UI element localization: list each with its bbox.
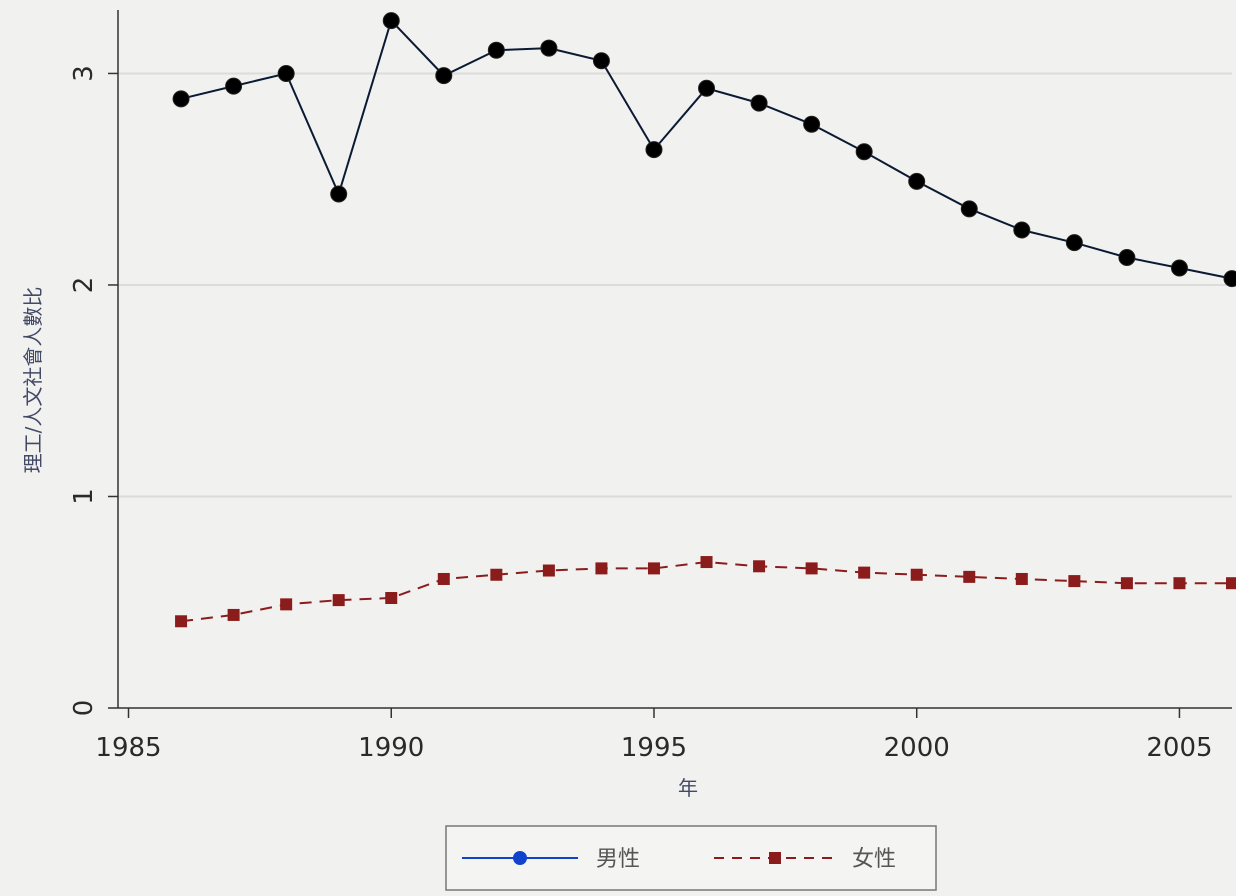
data-point-male	[960, 200, 978, 218]
data-point-male	[1223, 270, 1236, 288]
legend-marker-female	[769, 852, 781, 864]
data-point-female	[385, 592, 398, 605]
data-point-male	[435, 67, 453, 85]
data-point-female	[753, 560, 766, 573]
data-point-male	[277, 64, 295, 82]
data-point-male	[1013, 221, 1031, 239]
legend-marker-male	[513, 851, 527, 865]
data-point-female	[805, 562, 818, 575]
x-tick-label: 2005	[1146, 733, 1212, 763]
data-point-female	[595, 562, 608, 575]
data-point-female	[542, 564, 555, 577]
data-point-female	[227, 608, 240, 621]
x-tick-label: 1985	[95, 733, 161, 763]
data-point-female	[280, 598, 293, 611]
data-point-male	[855, 143, 873, 161]
data-point-female	[858, 566, 871, 579]
x-tick-label: 1995	[621, 733, 687, 763]
data-point-female	[1226, 577, 1236, 590]
y-axis-title: 理工/人文社會人數比	[21, 287, 45, 474]
data-point-male	[225, 77, 243, 95]
data-point-female	[647, 562, 660, 575]
data-point-female	[963, 570, 976, 583]
legend-label-female: 女性	[852, 847, 896, 872]
x-tick-label: 1990	[358, 733, 424, 763]
data-point-female	[910, 568, 923, 581]
data-point-male	[1065, 234, 1083, 252]
data-point-male	[330, 185, 348, 203]
data-point-male	[172, 90, 190, 108]
data-point-male	[803, 115, 821, 133]
legend: 男性 女性	[445, 825, 937, 891]
x-tick-label: 2000	[884, 733, 950, 763]
x-axis-title: 年	[678, 776, 698, 800]
y-tick-label: 3	[69, 65, 99, 82]
data-point-male	[487, 41, 505, 59]
data-point-male	[1118, 248, 1136, 266]
data-point-female	[1120, 577, 1133, 590]
data-point-female	[332, 594, 345, 607]
data-point-male	[1170, 259, 1188, 277]
data-point-male	[645, 141, 663, 159]
data-point-male	[908, 172, 926, 190]
legend-label-male: 男性	[596, 847, 640, 872]
data-point-female	[437, 572, 450, 585]
y-tick-label: 0	[69, 700, 99, 717]
y-tick-label: 1	[69, 488, 99, 505]
data-point-male	[540, 39, 558, 57]
data-point-female	[700, 556, 713, 569]
data-point-male	[592, 52, 610, 70]
data-point-female	[1015, 572, 1028, 585]
data-point-male	[698, 79, 716, 97]
series-layer	[172, 12, 1236, 628]
data-point-female	[175, 615, 188, 628]
data-point-female	[1173, 577, 1186, 590]
axes: 0 1 2 3 1985 1990 1995 2000 2005	[69, 10, 1232, 763]
data-point-male	[750, 94, 768, 112]
data-point-female	[1068, 575, 1081, 588]
y-tick-label: 2	[69, 277, 99, 294]
gridlines	[118, 72, 1232, 498]
data-point-female	[490, 568, 503, 581]
data-point-male	[382, 12, 400, 30]
